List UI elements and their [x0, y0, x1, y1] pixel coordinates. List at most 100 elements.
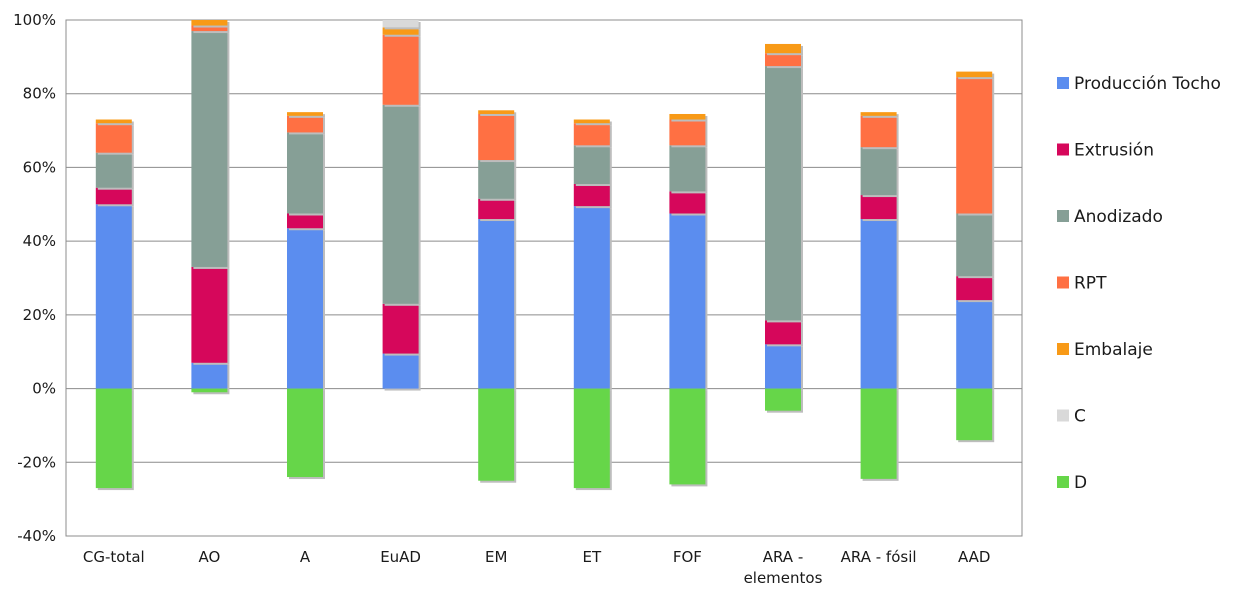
y-tick-label: -20% [17, 453, 56, 471]
x-tick-label: A [300, 548, 311, 566]
bar-segment-anodizado [478, 160, 515, 199]
bar-segment-d [573, 388, 610, 489]
y-tick-label: 20% [23, 306, 56, 324]
bar-segment-rpt [860, 115, 897, 148]
x-tick-label: elementos [744, 569, 823, 587]
bar-segment-producci-n-tocho [382, 353, 419, 389]
bar-segment-embalaje [95, 119, 132, 124]
bar-segment-extrusi-n [765, 320, 801, 345]
bar-shadow [862, 114, 899, 118]
x-tick-label: ET [582, 548, 601, 566]
bar-segment-rpt [191, 25, 228, 32]
bar-shadow [480, 112, 517, 116]
x-tick-label: AO [198, 548, 220, 566]
bar-segment-d [478, 388, 515, 481]
bar-segment-embalaje [478, 110, 515, 114]
y-tick-label: 40% [23, 232, 56, 250]
bar-segment-anodizado [573, 145, 610, 185]
bar-segment-anodizado [956, 213, 993, 277]
y-tick-label: 60% [23, 158, 56, 176]
legend-label-extrusi-n: Extrusión [1074, 141, 1154, 161]
x-tick-label: EM [485, 548, 507, 566]
bar-segment-extrusi-n [573, 184, 610, 207]
bar-segment-rpt [765, 53, 801, 67]
bar-segment-embalaje [765, 43, 801, 54]
bar-segment-rpt [573, 123, 610, 146]
x-tick-label: ARA - [763, 548, 804, 566]
legend-label-c: C [1074, 407, 1086, 427]
x-tick-label: ARA - fósil [841, 548, 917, 566]
bar-segment-embalaje [287, 112, 323, 116]
bar-segment-anodizado [287, 132, 323, 214]
bar-segment-extrusi-n [669, 191, 706, 214]
bar-segment-anodizado [669, 145, 706, 192]
bar-segment-producci-n-tocho [860, 219, 897, 389]
legend-swatch-extrusi-n [1057, 143, 1069, 156]
legend: Producción Tocho Extrusión Anodizado RPT Emb… [1057, 74, 1221, 493]
legend-swatch-c [1057, 409, 1069, 422]
bar-segment-producci-n-tocho [956, 300, 993, 389]
bar-segment-producci-n-tocho [573, 206, 610, 389]
x-tick-label: CG-total [83, 548, 145, 566]
bar-segment-embalaje [573, 119, 610, 124]
y-axis: -40% -20% 0% 20% 40% 60% 80% 100% [13, 11, 56, 545]
bars [95, 20, 995, 491]
bar-segment-embalaje [191, 20, 228, 26]
legend-label-d: D [1074, 473, 1087, 493]
bar-segment-rpt [95, 123, 132, 153]
bar-segment-embalaje [956, 71, 993, 78]
bar-segment-rpt [478, 113, 515, 161]
bar-segment-producci-n-tocho [669, 213, 706, 389]
bar-segment-extrusi-n [95, 187, 132, 205]
bar-segment-extrusi-n [382, 303, 419, 354]
bar-segment-d [191, 388, 228, 393]
legend-swatch-d [1057, 476, 1069, 488]
bar-segment-extrusi-n [478, 198, 515, 220]
bar-segment-embalaje [669, 113, 706, 120]
y-tick-label: 100% [13, 11, 56, 29]
legend-label-embalaje: Embalaje [1074, 340, 1153, 360]
bar-shadow [575, 121, 612, 126]
bar-segment-embalaje [860, 112, 897, 116]
y-tick-label: -40% [17, 527, 56, 545]
bar-segment-d [95, 388, 132, 489]
bar-segment-rpt [287, 115, 323, 133]
bar-segment-d [669, 388, 706, 485]
bar-segment-d [287, 388, 323, 478]
bar-segment-rpt [382, 34, 419, 105]
bar-segment-rpt [669, 119, 706, 146]
legend-swatch-anodizado [1057, 210, 1069, 222]
bar-segment-producci-n-tocho [191, 362, 228, 389]
bar-segment-d [956, 388, 993, 441]
bar-segment-anodizado [191, 31, 228, 267]
bar-segment-producci-n-tocho [478, 219, 515, 389]
legend-label-producci-n-tocho: Producción Tocho [1074, 74, 1221, 94]
bar-segment-producci-n-tocho [95, 204, 132, 389]
legend-swatch-rpt [1057, 276, 1069, 289]
y-tick-label: 80% [23, 85, 56, 103]
x-tick-label: AAD [958, 548, 991, 566]
bar-segment-d [765, 388, 801, 411]
bar-segment-c [382, 20, 419, 28]
bar-shadow [289, 114, 325, 118]
y-tick-label: 0% [32, 380, 56, 398]
legend-label-rpt: RPT [1074, 274, 1107, 294]
bar-segment-d [860, 388, 897, 479]
x-axis: CG-total AO A EuAD EM ET FOF ARA - elementos ARA … [83, 548, 991, 587]
bar-segment-producci-n-tocho [765, 344, 801, 389]
bar-segment-extrusi-n [287, 213, 323, 229]
bar-segment-extrusi-n [860, 195, 897, 220]
x-tick-label: EuAD [380, 548, 421, 566]
bar-shadow [97, 121, 134, 126]
bar-segment-producci-n-tocho [287, 228, 323, 389]
bar-segment-anodizado [95, 152, 132, 188]
bar-segment-embalaje [382, 27, 419, 35]
bar-shadow [193, 390, 230, 395]
bar-segment-extrusi-n [191, 266, 228, 363]
bar-segment-anodizado [860, 147, 897, 196]
bar-segment-anodizado [382, 104, 419, 304]
x-tick-label: FOF [673, 548, 702, 566]
bar-segment-rpt [956, 77, 993, 214]
legend-label-anodizado: Anodizado [1074, 207, 1163, 227]
legend-swatch-embalaje [1057, 343, 1069, 355]
